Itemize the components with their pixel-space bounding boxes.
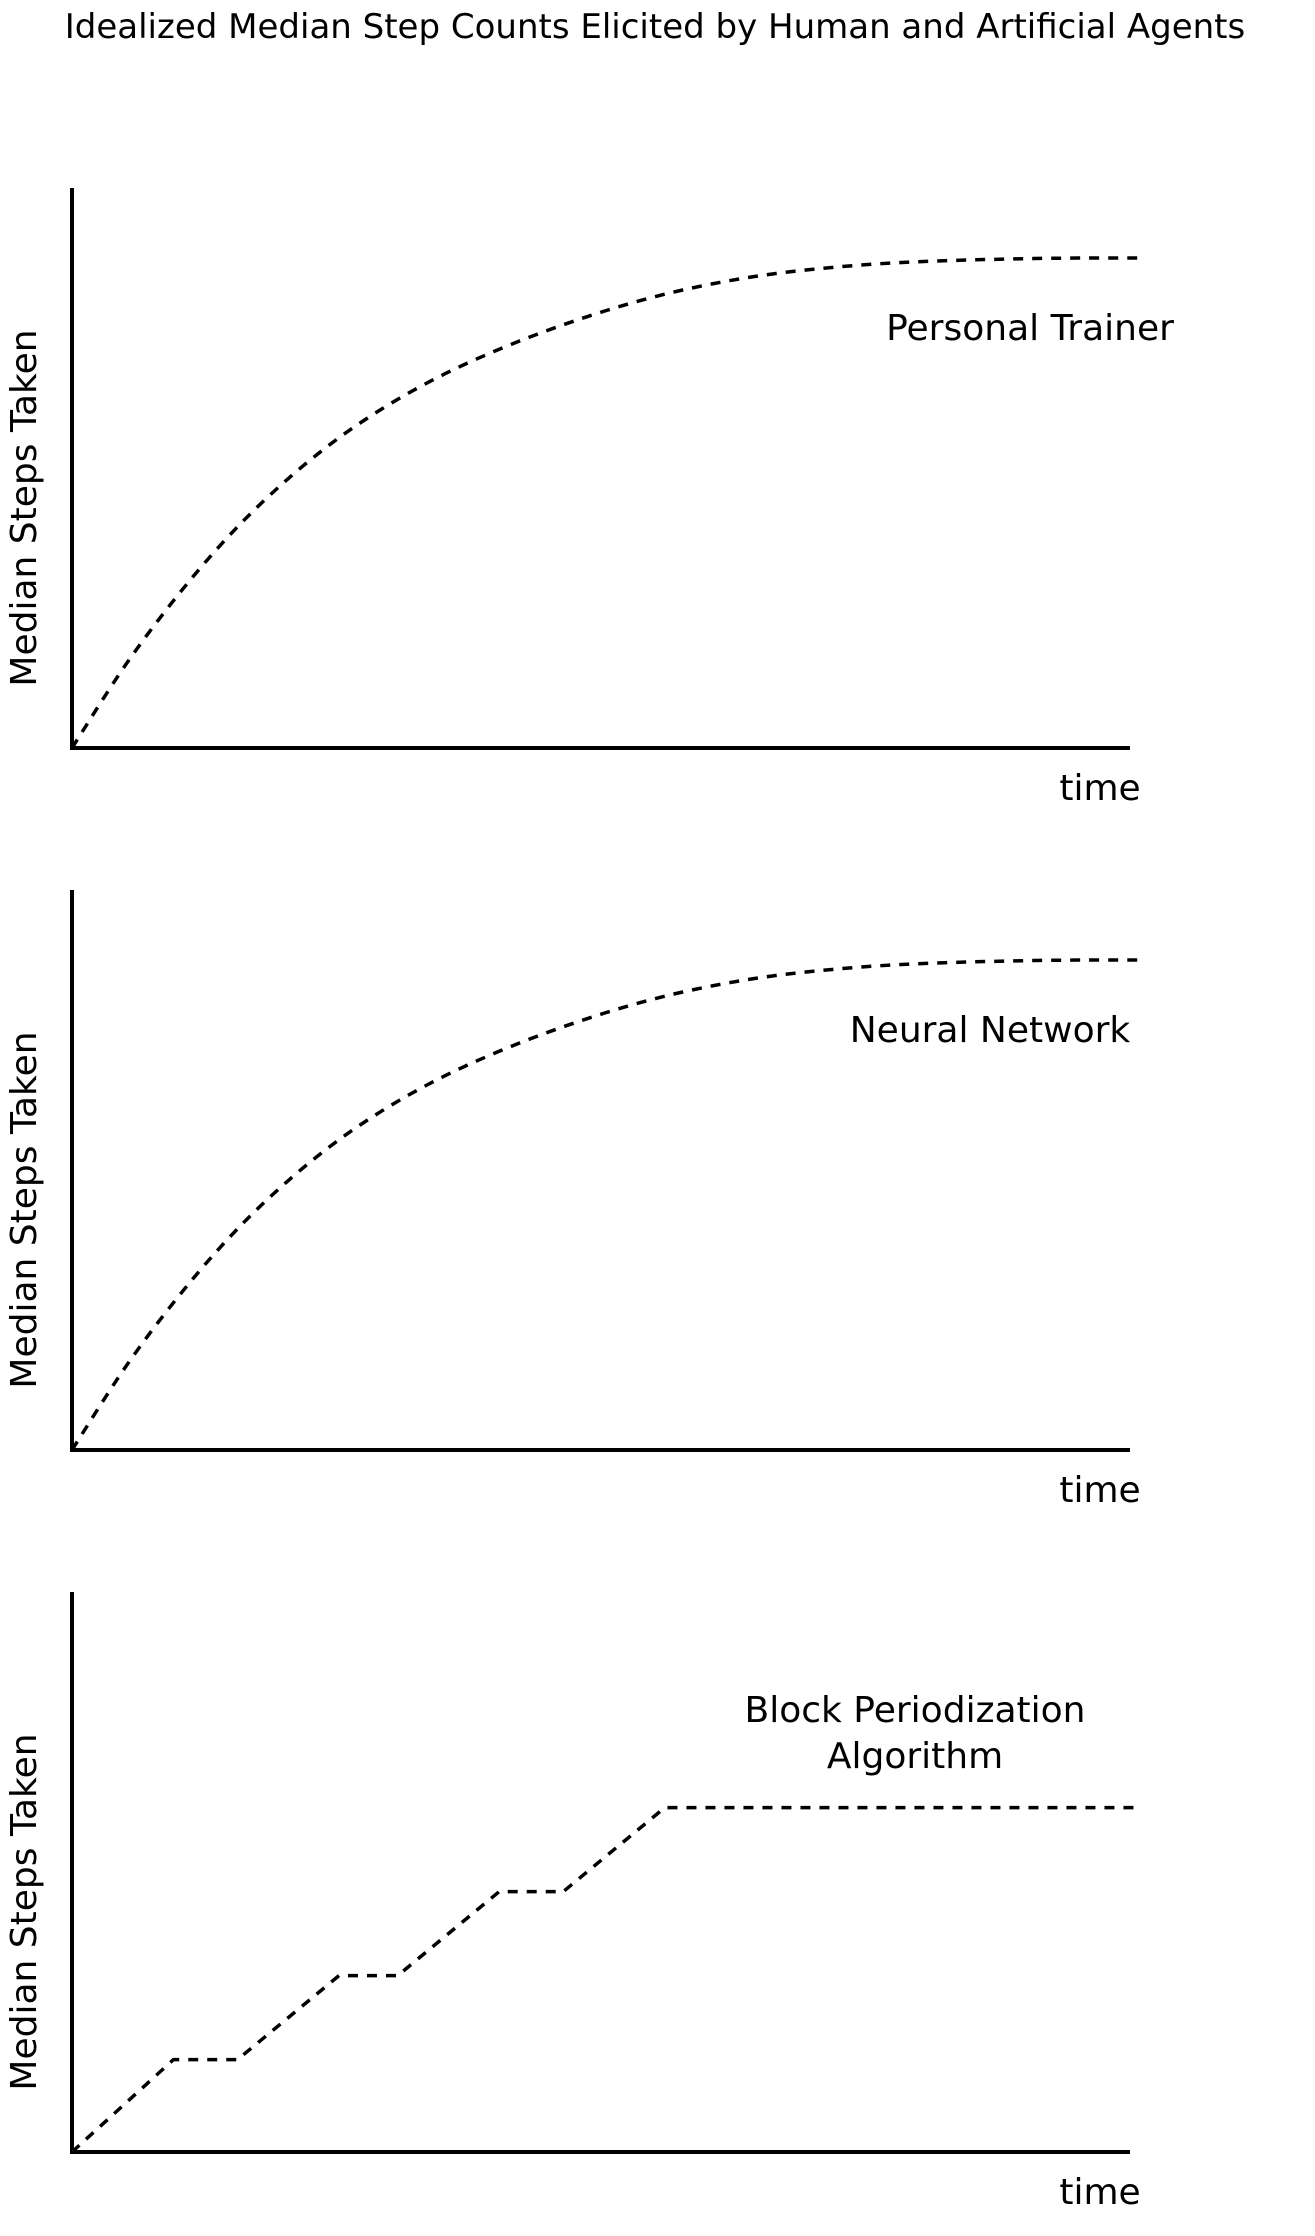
series-label: Neural Network <box>850 1010 1131 1051</box>
panel-3: Median Steps Taken time Block Periodizatio… <box>4 1592 1141 2213</box>
x-axis-label: time <box>1059 768 1140 809</box>
y-axis-label: Median Steps Taken <box>4 1733 45 2090</box>
series-line-2-1 <box>70 958 1141 1451</box>
x-axis-label: time <box>1059 2172 1140 2213</box>
series-line-3-1 <box>70 1805 1140 2154</box>
y-axis-label: Median Steps Taken <box>4 1031 45 1388</box>
series-label: Personal Trainer <box>886 308 1174 349</box>
panel-2: Median Steps Taken time Neural Network <box>4 890 1141 1511</box>
series-label: Algorithm <box>827 1736 1003 1777</box>
series-label: Block Periodization <box>745 1690 1086 1731</box>
figure-title: Idealized Median Step Counts Elicited by… <box>65 7 1245 47</box>
panel-1: Median Steps Taken time Personal Trainer <box>4 188 1174 809</box>
y-axis-label: Median Steps Taken <box>4 329 45 686</box>
series-line-1-1 <box>70 256 1141 749</box>
x-axis-label: time <box>1059 1470 1140 1511</box>
